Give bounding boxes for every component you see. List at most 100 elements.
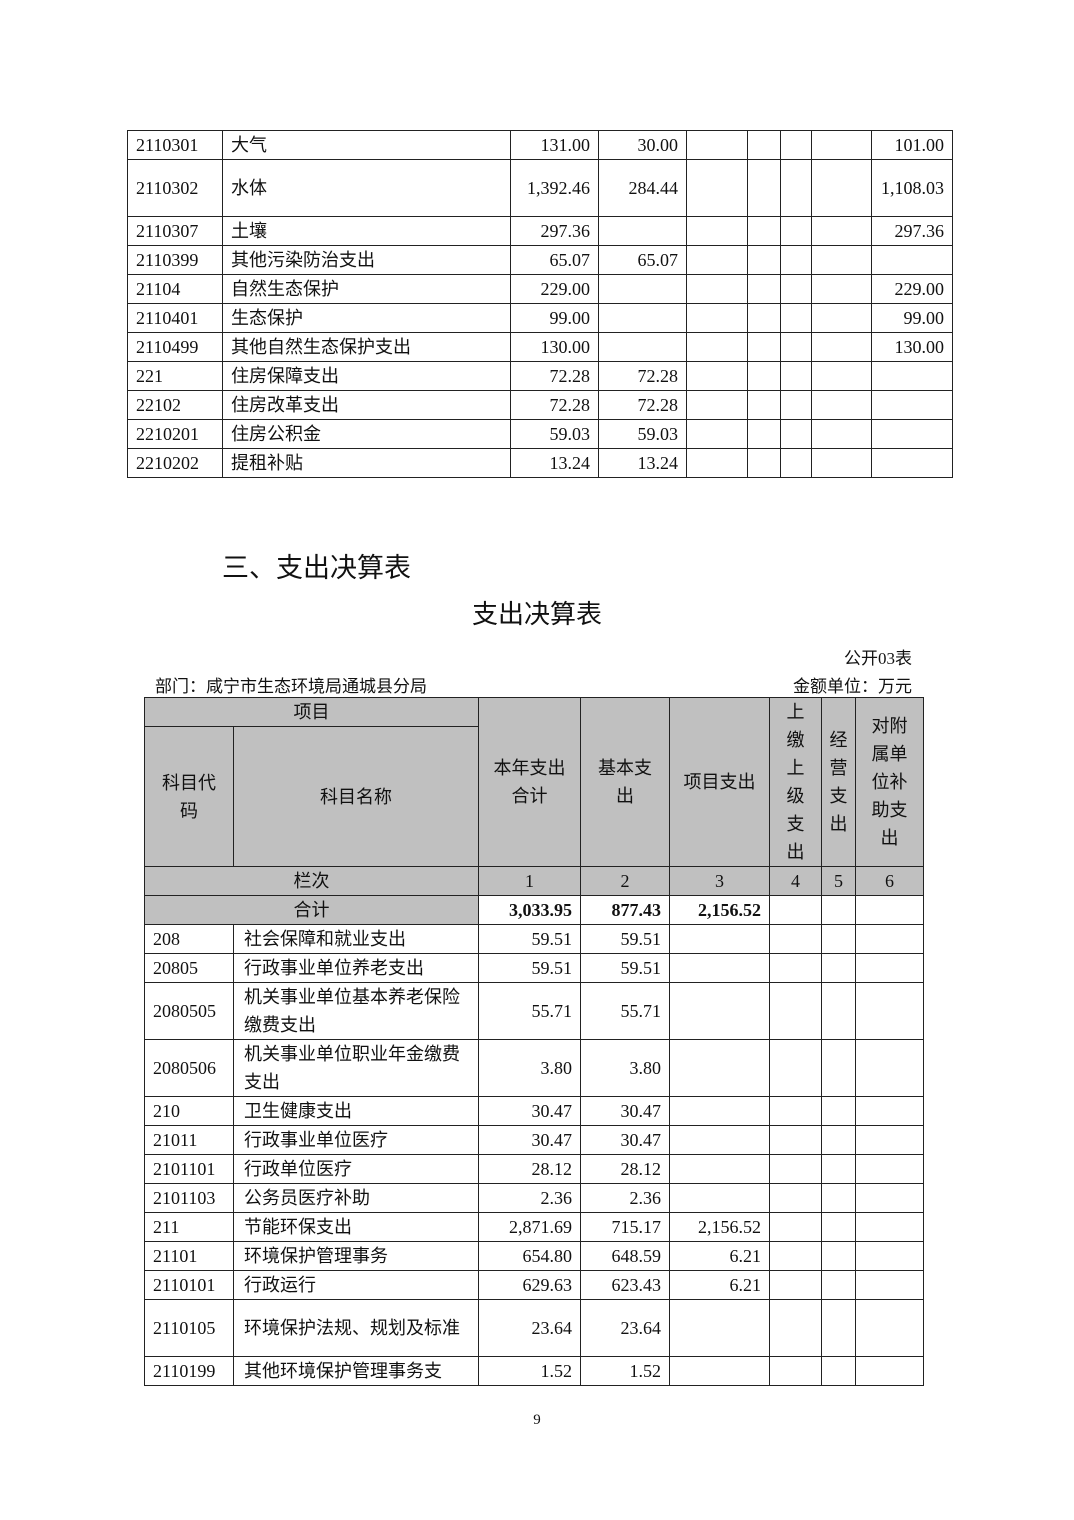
amount-cell: [821, 1270, 856, 1300]
amount-cell: [855, 953, 924, 983]
amount-cell: [855, 1299, 924, 1357]
amount-cell: [769, 1241, 822, 1271]
amount-cell: 629.63: [478, 1270, 581, 1300]
subject-name: 机关事业单位基本养老保险缴费支出: [233, 982, 479, 1040]
amount-cell: 99.00: [510, 303, 599, 333]
amount-cell: [747, 303, 781, 333]
amount-cell: 2,156.52: [669, 1212, 770, 1242]
column-number: 6: [855, 866, 924, 896]
total-amount: 2,156.52: [669, 895, 770, 925]
amount-cell: 13.24: [510, 448, 599, 478]
table-row: 2101103 公务员医疗补助 2.36 2.36: [144, 1183, 924, 1213]
amount-cell: 13.24: [598, 448, 687, 478]
amount-cell: 284.44: [598, 159, 687, 217]
amount-cell: [686, 274, 748, 304]
amount-cell: [811, 245, 872, 275]
amount-cell: [747, 159, 781, 217]
subject-name: 卫生健康支出: [233, 1096, 479, 1126]
amount-cell: [686, 332, 748, 362]
amount-cell: [855, 1154, 924, 1184]
amount-cell: [769, 1096, 822, 1126]
subject-code: 2110105: [144, 1299, 234, 1357]
amount-cell: 72.28: [598, 361, 687, 391]
subject-name: 行政运行: [233, 1270, 479, 1300]
subject-name: 自然生态保护: [222, 274, 511, 304]
amount-cell: 130.00: [510, 332, 599, 362]
amount-cell: [780, 274, 812, 304]
table-row: 2101101 行政单位医疗 28.12 28.12: [144, 1154, 924, 1184]
amount-cell: [769, 1356, 822, 1386]
amount-cell: 3.80: [478, 1039, 581, 1097]
amount-cell: [769, 1212, 822, 1242]
amount-cell: [780, 130, 812, 160]
amount-cell: [598, 274, 687, 304]
amount-cell: [780, 216, 812, 246]
amount-cell: [855, 1241, 924, 1271]
amount-cell: [811, 303, 872, 333]
amount-cell: [811, 448, 872, 478]
subject-name: 土壤: [222, 216, 511, 246]
subject-code: 2110499: [127, 332, 223, 362]
subject-code: 2080506: [144, 1039, 234, 1097]
table-code: 公开03表: [844, 649, 912, 668]
amount-cell: 59.51: [478, 924, 581, 954]
amount-cell: 297.36: [871, 216, 953, 246]
amount-cell: [686, 245, 748, 275]
amount-cell: 59.51: [580, 953, 670, 983]
amount-cell: [871, 245, 953, 275]
section-heading: 三、支出决算表: [222, 553, 411, 584]
amount-cell: 55.71: [580, 982, 670, 1040]
amount-cell: [855, 1039, 924, 1097]
subject-code: 210: [144, 1096, 234, 1126]
subject-name: 住房公积金: [222, 419, 511, 449]
amount-cell: 72.28: [510, 361, 599, 391]
table-row: 208 社会保障和就业支出 59.51 59.51: [144, 924, 924, 954]
amount-cell: 654.80: [478, 1241, 581, 1271]
subject-code: 2101103: [144, 1183, 234, 1213]
subject-code: 2110399: [127, 245, 223, 275]
amount-cell: [669, 953, 770, 983]
expense-table: 项目 本年支出合计 基本支出 项目支出 上缴上级支出 经营支出 对附属单位补助支…: [144, 697, 924, 1386]
subject-name: 住房保障支出: [222, 361, 511, 391]
subject-code: 2110199: [144, 1356, 234, 1386]
subject-code: 211: [144, 1212, 234, 1242]
table-row: 2110105 环境保护法规、规划及标准 23.64 23.64: [144, 1299, 924, 1357]
amount-cell: [747, 419, 781, 449]
amount-cell: [747, 390, 781, 420]
header-name: 科目名称: [233, 726, 479, 867]
table-row: 21101 环境保护管理事务 654.80 648.59 6.21: [144, 1241, 924, 1271]
table-row: 2080506 机关事业单位职业年金缴费支出 3.80 3.80: [144, 1039, 924, 1097]
amount-cell: 2.36: [478, 1183, 581, 1213]
amount-cell: [821, 1299, 856, 1357]
subject-name: 其他环境保护管理事务支: [233, 1356, 479, 1386]
subject-name: 其他污染防治支出: [222, 245, 511, 275]
row-index-label: 栏次: [144, 866, 479, 896]
amount-cell: 30.47: [580, 1125, 670, 1155]
amount-cell: 715.17: [580, 1212, 670, 1242]
amount-cell: [669, 1125, 770, 1155]
header-col-4: 上缴上级支出: [769, 697, 822, 867]
subject-code: 2101101: [144, 1154, 234, 1184]
amount-cell: [769, 953, 822, 983]
amount-cell: 3.80: [580, 1039, 670, 1097]
amount-cell: [747, 361, 781, 391]
table-row: 20805 行政事业单位养老支出 59.51 59.51: [144, 953, 924, 983]
subject-name: 节能环保支出: [233, 1212, 479, 1242]
subject-code: 2110401: [127, 303, 223, 333]
amount-cell: [747, 332, 781, 362]
header-code: 科目代码: [144, 726, 234, 867]
amount-cell: 59.51: [580, 924, 670, 954]
amount-cell: 2,871.69: [478, 1212, 581, 1242]
table-row: 2110302 水体 1,392.46 284.44 1,108.03: [127, 159, 953, 217]
subject-name: 环境保护法规、规划及标准: [233, 1299, 479, 1357]
subject-name: 环境保护管理事务: [233, 1241, 479, 1271]
subject-code: 208: [144, 924, 234, 954]
amount-cell: 297.36: [510, 216, 599, 246]
header-item: 项目: [144, 697, 479, 727]
amount-cell: 28.12: [478, 1154, 581, 1184]
subject-code: 2110101: [144, 1270, 234, 1300]
table-row: 2110499 其他自然生态保护支出 130.00 130.00: [127, 332, 953, 362]
table-row: 2110401 生态保护 99.00 99.00: [127, 303, 953, 333]
amount-cell: [769, 1270, 822, 1300]
amount-cell: [686, 216, 748, 246]
